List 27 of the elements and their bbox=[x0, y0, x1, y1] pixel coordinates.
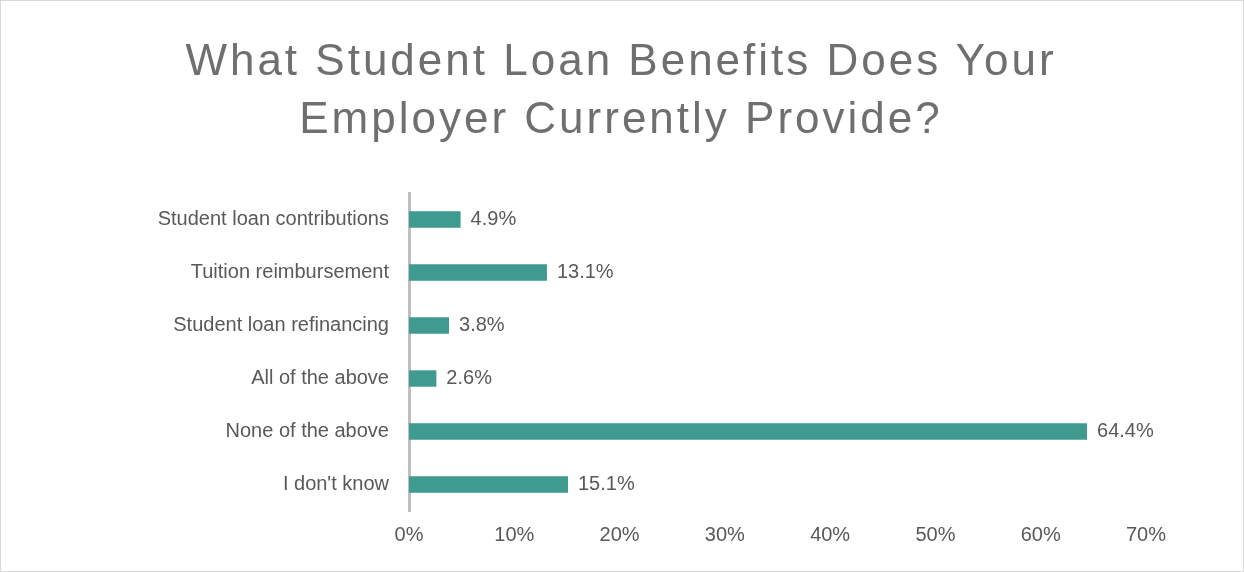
y-tick-label: Student loan contributions bbox=[157, 207, 389, 230]
x-tick-label: 60% bbox=[1020, 522, 1061, 545]
x-tick-label: 40% bbox=[810, 522, 851, 545]
y-tick-label: I don't know bbox=[282, 472, 390, 495]
x-tick-label: 70% bbox=[1125, 522, 1167, 545]
x-tick-label: 20% bbox=[599, 522, 640, 545]
bar bbox=[409, 211, 461, 228]
data-label: 13.1% bbox=[556, 260, 614, 283]
data-label: 3.8% bbox=[459, 313, 505, 336]
data-label: 64.4% bbox=[1097, 419, 1154, 442]
bar bbox=[409, 317, 450, 334]
data-label: 2.6% bbox=[446, 366, 493, 389]
x-tick-label: 10% bbox=[494, 522, 535, 545]
y-tick-label: None of the above bbox=[225, 419, 389, 442]
bar bbox=[409, 370, 437, 387]
bar bbox=[409, 423, 1088, 440]
x-tick-label: 30% bbox=[704, 522, 746, 545]
data-label: 4.9% bbox=[470, 207, 517, 230]
x-tick-label: 50% bbox=[915, 522, 956, 545]
chart-title: What Student Loan Benefits Does Your Employer Currently Provide? bbox=[184, 34, 1058, 144]
bar bbox=[409, 476, 568, 493]
y-tick-label: All of the above bbox=[251, 366, 389, 389]
y-tick-label: Tuition reimbursement bbox=[190, 260, 390, 283]
data-label: 15.1% bbox=[577, 472, 635, 495]
y-tick-label: Student loan refinancing bbox=[173, 313, 389, 336]
x-tick-label: 0% bbox=[394, 522, 424, 545]
bar bbox=[409, 264, 547, 281]
